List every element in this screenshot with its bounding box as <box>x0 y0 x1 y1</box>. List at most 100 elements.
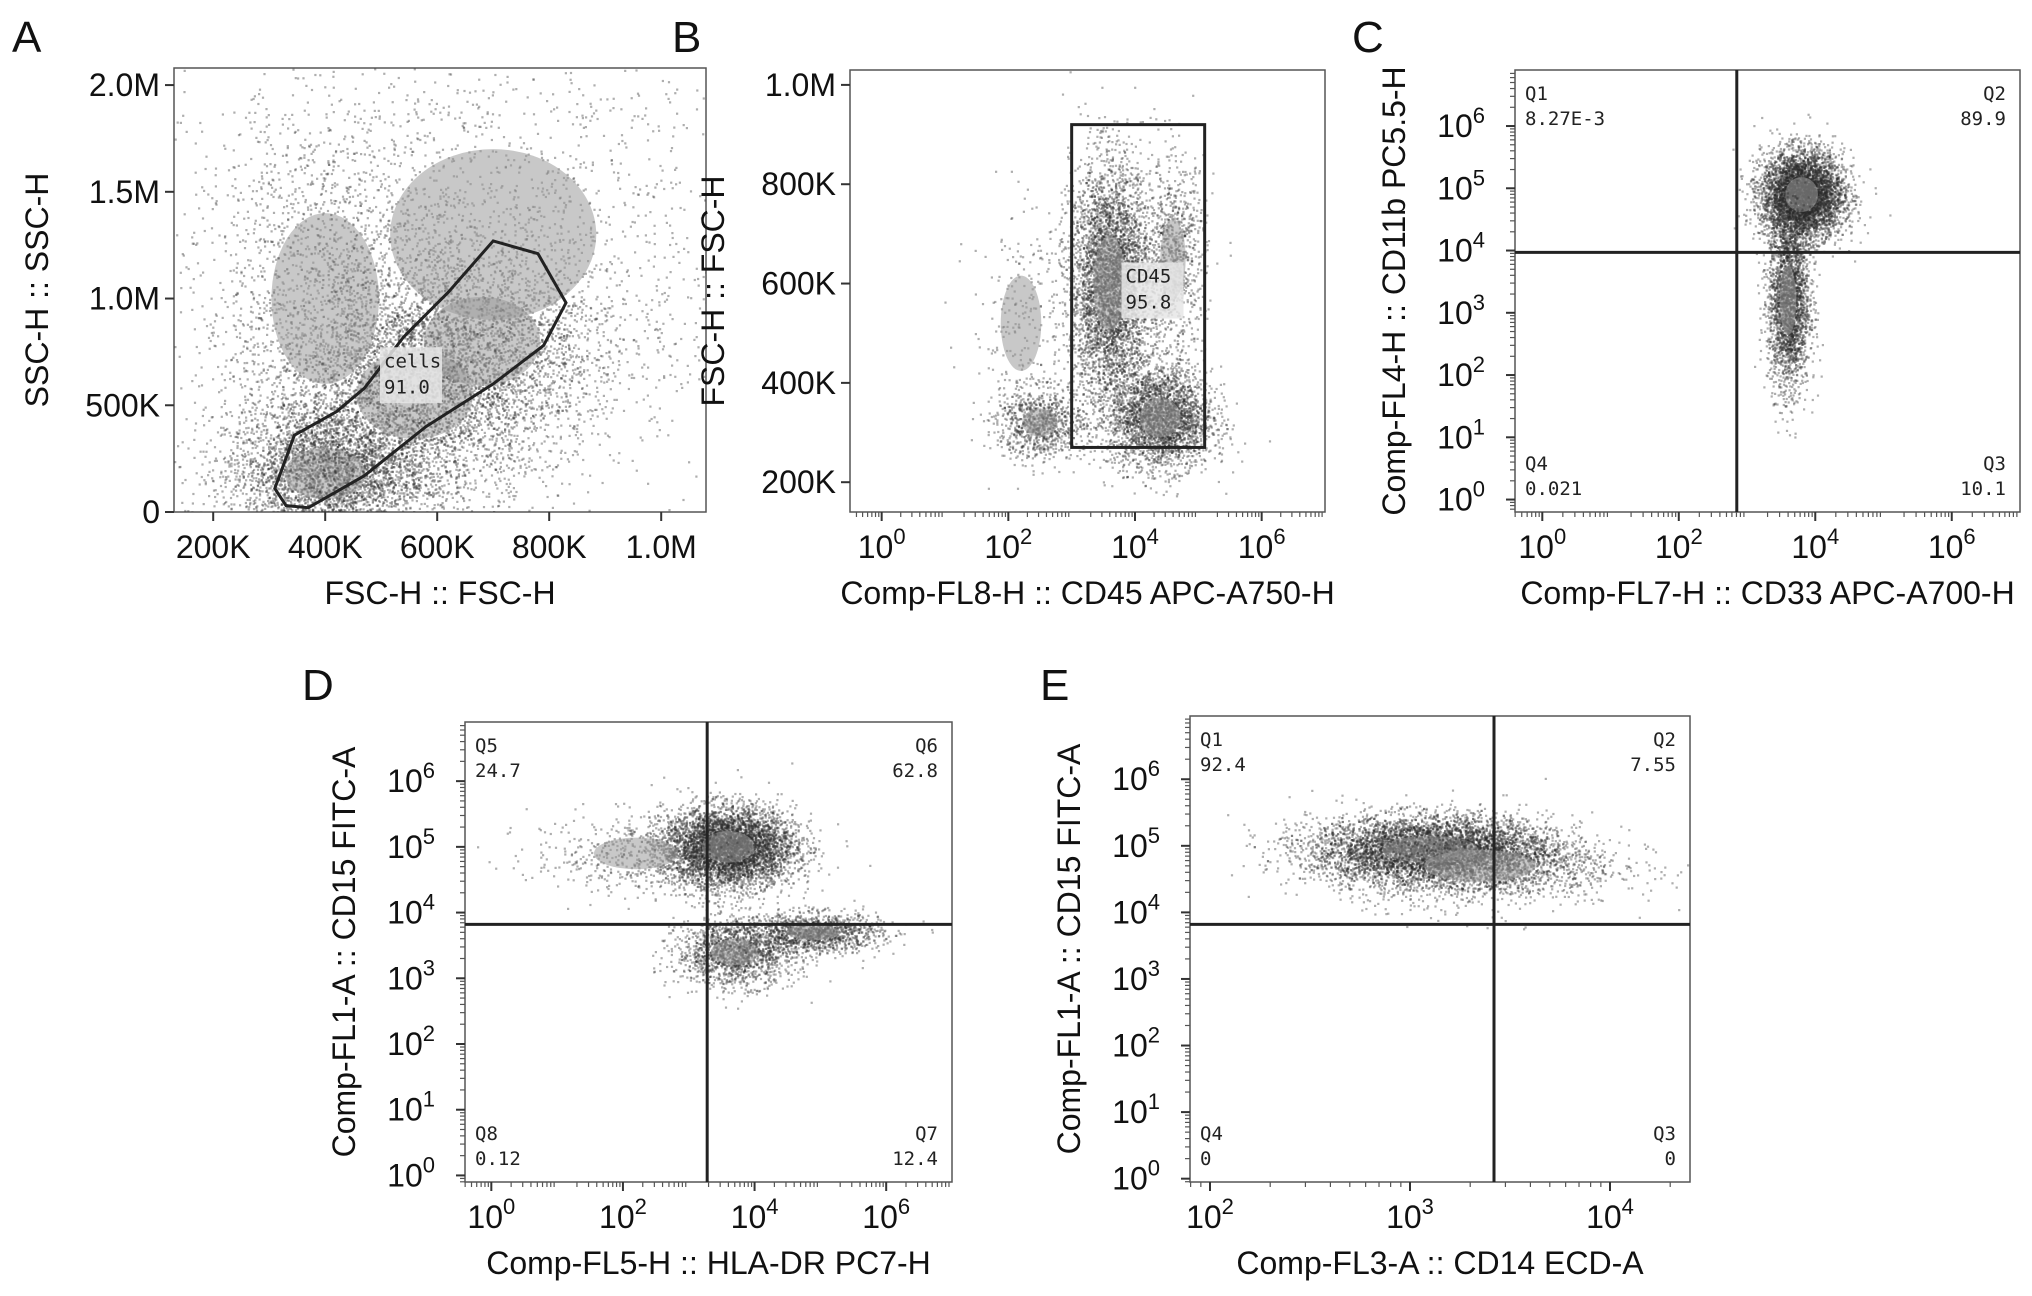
y-tick-label: 104 <box>387 890 435 931</box>
y-tick-label: 101 <box>387 1087 435 1128</box>
gate-label-box <box>380 347 442 404</box>
y-axis: 100 101 102 103 104 105 106 <box>1112 718 1190 1197</box>
plot-frame <box>1189 715 1691 1183</box>
quadrant-percent: 0 <box>1665 1148 1676 1170</box>
y-axis-label: Comp-FL1-A :: CD15 FITC-A <box>326 746 362 1157</box>
y-tick-label: 100 <box>1437 477 1485 518</box>
density-core <box>390 149 597 320</box>
quadrant-percent: 0.021 <box>1525 478 1582 500</box>
y-tick-label: 500K <box>85 387 160 423</box>
x-axis: 200K 400K 600K 800K 1.0M <box>176 512 697 565</box>
x-tick-label: 104 <box>731 1194 779 1235</box>
y-tick-label: 103 <box>1112 956 1160 997</box>
x-tick-label: 100 <box>858 524 906 565</box>
y-tick-label: 106 <box>1112 756 1160 797</box>
quadrant-name: Q2 <box>1653 729 1676 751</box>
x-tick-label: 103 <box>1386 1194 1434 1235</box>
plot-frame <box>1514 69 2021 513</box>
quadrant-name: Q3 <box>1653 1123 1676 1145</box>
density-core <box>1000 275 1042 371</box>
y-tick-label: 100 <box>387 1152 435 1193</box>
gate-name: cells <box>384 350 441 372</box>
y-axis-label: Comp-FL4-H :: CD11b PC5.5-H <box>1376 66 1412 515</box>
cells-gate <box>273 239 568 510</box>
quadrant-name: Q1 <box>1200 729 1223 751</box>
density-core <box>787 924 841 941</box>
quadrant-name: Q5 <box>475 735 498 757</box>
gate-label-box <box>1121 262 1184 319</box>
events-layer <box>477 762 934 1010</box>
x-tick-label: 102 <box>1655 524 1703 565</box>
x-axis: 100 102 104 106 <box>855 512 1323 565</box>
y-tick-label: 1.5M <box>89 174 160 210</box>
density-core <box>1022 408 1058 437</box>
plot-frame <box>849 69 1326 513</box>
gate-name: CD45 <box>1126 266 1172 288</box>
y-axis: 0 500K 1.0M 1.5M 2.0M <box>85 67 174 530</box>
x-axis-label: Comp-FL3-A :: CD14 ECD-A <box>1236 1245 1644 1281</box>
panel-letter: D <box>302 661 334 710</box>
density-core <box>1140 397 1181 438</box>
quadrant-name: Q6 <box>915 735 938 757</box>
y-tick-label: 1.0M <box>765 67 836 103</box>
y-tick-label: 102 <box>387 1021 435 1062</box>
y-tick-label: 200K <box>761 464 836 500</box>
x-axis: 102 103 104 <box>1186 1182 1671 1235</box>
x-axis: 100 102 104 106 <box>1514 512 2018 565</box>
density-core <box>711 938 759 966</box>
x-axis-label: FSC-H :: FSC-H <box>324 575 555 611</box>
x-axis-label: Comp-FL8-H :: CD45 APC-A750-H <box>840 575 1334 611</box>
events-layer <box>1732 113 1892 439</box>
quadrant-name: Q4 <box>1525 453 1548 475</box>
y-tick-label: 100 <box>1112 1156 1160 1197</box>
y-tick-label: 400K <box>761 365 836 401</box>
x-tick-label: 102 <box>984 524 1032 565</box>
quadrant-name: Q2 <box>1983 83 2006 105</box>
x-tick-label: 1.0M <box>626 529 697 565</box>
y-axis-label: Comp-FL1-A :: CD15 FITC-A <box>1051 743 1087 1154</box>
panel-letter: E <box>1040 661 1069 710</box>
x-tick-label: 100 <box>467 1194 515 1235</box>
y-tick-label: 2.0M <box>89 67 160 103</box>
x-tick-label: 104 <box>1791 524 1839 565</box>
x-tick-label: 800K <box>512 529 587 565</box>
panel-letter: A <box>12 13 42 62</box>
y-tick-label: 104 <box>1112 889 1160 930</box>
quadrant-percent: 10.1 <box>1960 478 2006 500</box>
x-tick-label: 200K <box>176 529 251 565</box>
x-tick-label: 106 <box>1928 524 1976 565</box>
panel-letter: B <box>672 13 701 62</box>
events-layer <box>1227 777 1690 931</box>
quadrant-percent: 7.55 <box>1630 754 1676 776</box>
y-tick-label: 105 <box>1112 823 1160 864</box>
x-axis: 100 102 104 106 <box>464 1182 950 1235</box>
density-core <box>1093 235 1126 332</box>
quadrant-percent: 24.7 <box>475 760 521 782</box>
y-axis-label: SSC-H :: SSC-H <box>19 173 55 408</box>
quadrant-percent: 0 <box>1200 1148 1211 1170</box>
gate-percent: 95.8 <box>1126 292 1172 314</box>
panel-b: B 100 102 104 106 200K 400K 600K 800K 1.0M Comp-FL… <box>672 13 1335 611</box>
y-axis: 100 101 102 103 104 105 106 <box>387 725 465 1193</box>
x-tick-label: 104 <box>1586 1194 1634 1235</box>
density-core <box>701 831 755 863</box>
x-tick-label: 600K <box>400 529 475 565</box>
quadrant-percent: 12.4 <box>892 1148 938 1170</box>
quadrant-name: Q4 <box>1200 1123 1223 1145</box>
y-tick-label: 101 <box>1112 1089 1160 1130</box>
y-axis: 200K 400K 600K 800K 1.0M <box>761 67 850 500</box>
y-tick-label: 103 <box>387 955 435 996</box>
x-tick-label: 106 <box>1238 524 1286 565</box>
x-tick-label: 100 <box>1518 524 1566 565</box>
quadrant-percent: 89.9 <box>1960 108 2006 130</box>
density-core <box>593 837 679 870</box>
y-tick-label: 600K <box>761 266 836 302</box>
y-tick-label: 105 <box>387 824 435 865</box>
y-tick-label: 101 <box>1437 414 1485 455</box>
density-core <box>271 213 379 384</box>
panel-d: D 100 102 104 106 100 101 102 103 104 105 106 Comp-F… <box>302 661 953 1281</box>
y-tick-label: 102 <box>1112 1023 1160 1064</box>
x-tick-label: 102 <box>599 1194 647 1235</box>
y-tick-label: 1.0M <box>89 281 160 317</box>
